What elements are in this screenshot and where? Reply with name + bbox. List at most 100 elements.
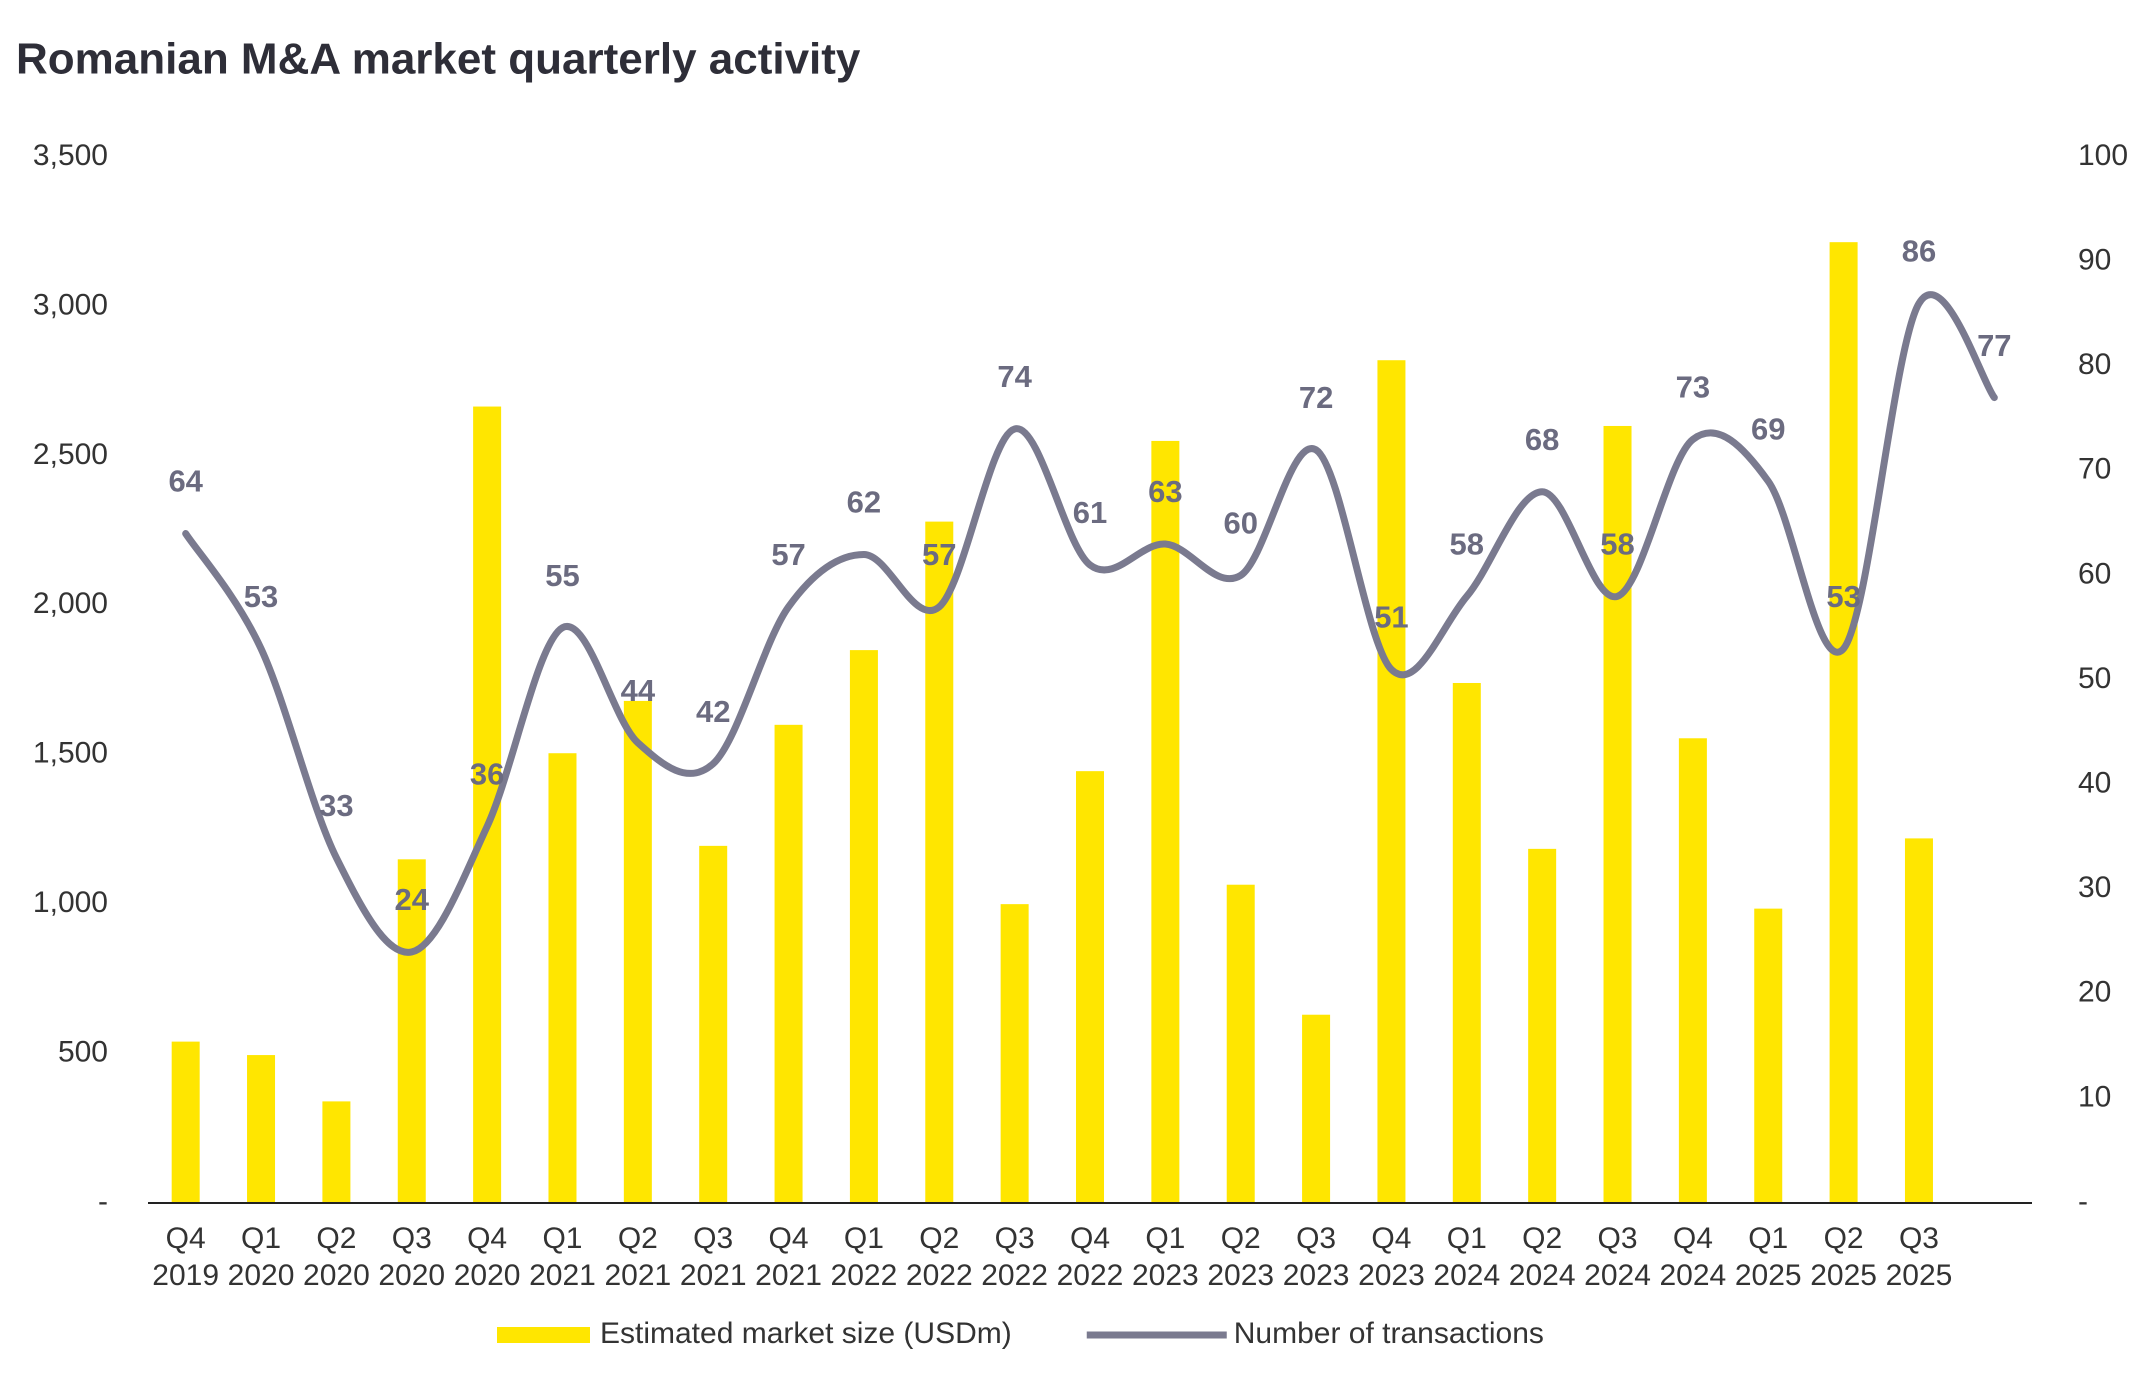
bar — [1226, 884, 1255, 1203]
x-tick-label: 2025 — [1735, 1259, 1802, 1292]
bar — [548, 753, 577, 1203]
data-label: 63 — [1148, 474, 1182, 509]
bar — [1678, 738, 1707, 1203]
x-tick-label: Q1 — [1145, 1222, 1185, 1255]
data-label: 53 — [244, 579, 278, 614]
x-tick-label: Q4 — [1371, 1222, 1411, 1255]
x-tick-label: Q2 — [919, 1222, 959, 1255]
data-label: 86 — [1902, 234, 1936, 269]
x-tick-label: 2024 — [1660, 1259, 1727, 1292]
bar — [1829, 242, 1858, 1203]
y2-tick-label: 10 — [2078, 1080, 2111, 1113]
line — [182, 291, 1998, 956]
data-label: 42 — [696, 694, 730, 729]
x-tick-label: Q1 — [1447, 1222, 1487, 1255]
y-tick-label: 1,000 — [33, 886, 108, 919]
legend-swatch — [497, 1327, 590, 1343]
bar — [774, 724, 803, 1203]
data-label: 61 — [1073, 495, 1107, 530]
data-label: 51 — [1374, 600, 1408, 635]
bar — [171, 1041, 200, 1203]
bar — [1302, 1014, 1331, 1203]
data-label: 55 — [545, 558, 579, 593]
data-label: 74 — [997, 359, 1032, 394]
bar — [1452, 682, 1481, 1203]
x-tick-label: 2019 — [152, 1259, 219, 1292]
data-label: 53 — [1826, 579, 1860, 614]
x-tick-label: Q3 — [1598, 1222, 1638, 1255]
bar — [1754, 908, 1783, 1203]
x-tick-label: 2023 — [1283, 1259, 1350, 1292]
data-label: 58 — [1600, 527, 1634, 562]
x-tick-label: 2025 — [1810, 1259, 1877, 1292]
x-tick-label: 2023 — [1207, 1259, 1274, 1292]
x-tick-label: Q4 — [467, 1222, 507, 1255]
data-label: 72 — [1299, 380, 1333, 415]
bar — [925, 521, 954, 1203]
bar — [1603, 425, 1632, 1203]
x-tick-label: 2024 — [1433, 1259, 1500, 1292]
data-label: 69 — [1751, 411, 1785, 446]
x-tick-label: 2020 — [454, 1259, 521, 1292]
legend-label: Estimated market size (USDm) — [600, 1317, 1012, 1350]
bar — [849, 650, 878, 1203]
y-tick-label: 3,500 — [33, 139, 108, 172]
y-tick-label: 2,500 — [33, 438, 108, 471]
x-tick-label: 2022 — [1057, 1259, 1124, 1292]
x-tick-label: Q1 — [542, 1222, 582, 1255]
chart-title: Romanian M&A market quarterly activity — [16, 35, 861, 84]
x-tick-label: 2024 — [1584, 1259, 1651, 1292]
x-tick-label: Q4 — [1070, 1222, 1110, 1255]
data-label: 24 — [395, 882, 430, 917]
bar — [397, 859, 426, 1203]
y2-tick-label: 20 — [2078, 976, 2111, 1009]
x-tick-label: Q2 — [316, 1222, 356, 1255]
data-label: 62 — [847, 485, 881, 520]
y2-tick-label: 50 — [2078, 662, 2111, 695]
x-tick-label: 2021 — [680, 1259, 747, 1292]
x-tick-label: 2020 — [228, 1259, 295, 1292]
y2-tick-label: 100 — [2078, 139, 2128, 172]
data-label: 68 — [1525, 422, 1559, 457]
x-tick-label: 2020 — [378, 1259, 445, 1292]
x-tick-label: Q4 — [1673, 1222, 1713, 1255]
y-tick-label: - — [98, 1185, 108, 1218]
data-label: 77 — [1977, 328, 2011, 363]
x-tick-label: 2022 — [981, 1259, 1048, 1292]
x-tick-label: Q3 — [693, 1222, 733, 1255]
y-tick-label: 500 — [58, 1035, 108, 1068]
x-tick-label: Q4 — [166, 1222, 206, 1255]
bar — [1151, 440, 1180, 1203]
y2-tick-label: - — [2078, 1185, 2088, 1218]
y-tick-label: 2,000 — [33, 587, 108, 620]
data-label: 33 — [319, 788, 353, 823]
data-label: 44 — [621, 673, 656, 708]
data-label: 60 — [1223, 506, 1257, 541]
data-label: 73 — [1676, 370, 1710, 405]
x-tick-label: 2022 — [906, 1259, 973, 1292]
data-label: 57 — [922, 537, 956, 572]
bar — [247, 1055, 276, 1203]
bar — [1076, 771, 1104, 1203]
bar — [623, 700, 652, 1203]
y-tick-label: 3,000 — [33, 288, 108, 321]
y2-tick-label: 90 — [2078, 244, 2111, 277]
bar — [1904, 838, 1933, 1203]
x-tick-label: Q1 — [1748, 1222, 1788, 1255]
x-tick-label: Q4 — [769, 1222, 809, 1255]
bar — [699, 845, 728, 1203]
bar — [1377, 360, 1406, 1203]
x-tick-label: Q3 — [392, 1222, 432, 1255]
data-label: 36 — [470, 757, 504, 792]
x-tick-label: 2021 — [604, 1259, 671, 1292]
x-tick-label: Q2 — [1824, 1222, 1864, 1255]
y-tick-label: 1,500 — [33, 737, 108, 770]
x-tick-label: Q1 — [241, 1222, 281, 1255]
x-tick-label: Q3 — [995, 1222, 1035, 1255]
bar — [322, 1101, 351, 1203]
x-tick-label: Q2 — [1522, 1222, 1562, 1255]
x-tick-label: 2023 — [1132, 1259, 1199, 1292]
x-tick-label: Q3 — [1899, 1222, 1939, 1255]
